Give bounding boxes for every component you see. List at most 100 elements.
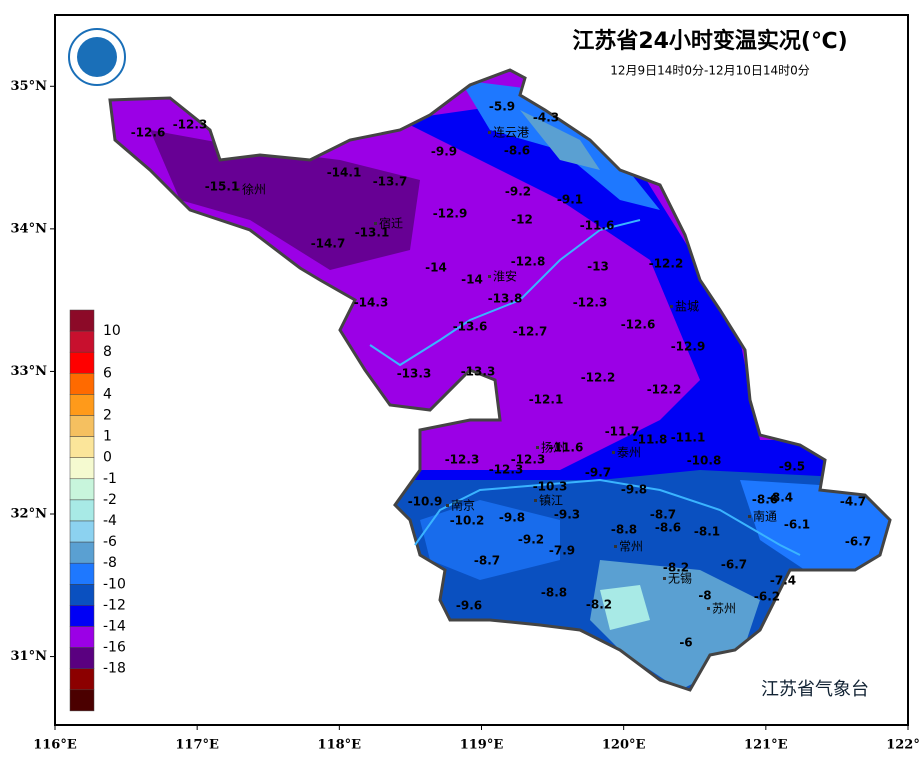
- legend-swatch: [69, 499, 95, 522]
- station-value: -15.1: [205, 180, 240, 194]
- station-value: -5.9: [489, 100, 515, 114]
- legend-label: -4: [103, 513, 117, 529]
- station-value: -12.1: [529, 393, 564, 407]
- legend-swatch: [69, 605, 95, 627]
- station-value: -12.3: [573, 296, 608, 310]
- station-value: -14: [461, 273, 483, 287]
- x-tick-label: 120°E: [602, 738, 646, 753]
- legend-swatch: [69, 626, 95, 648]
- city-dot: [488, 275, 491, 278]
- legend-label: -6: [103, 534, 117, 550]
- legend-swatch: [69, 457, 95, 480]
- station-value: -6.2: [754, 590, 780, 604]
- city-label: 镇江: [539, 494, 563, 508]
- legend-swatch: [69, 478, 95, 501]
- legend-swatch: [69, 668, 95, 691]
- legend-label: -1: [103, 471, 117, 487]
- legend-swatch: [69, 584, 95, 606]
- station-value: -8.7: [474, 554, 500, 568]
- station-value: -8.2: [586, 598, 612, 612]
- station-value: -11.8: [633, 433, 668, 447]
- station-value: -8.7: [650, 508, 676, 522]
- station-value: -10.2: [450, 514, 485, 528]
- city-dot: [446, 504, 449, 507]
- legend-swatch: [69, 351, 95, 374]
- legend-label: -8: [103, 555, 117, 571]
- station-value: -13.8: [488, 292, 523, 306]
- legend-swatch: [69, 330, 95, 353]
- city-label: 无锡: [668, 571, 692, 586]
- station-value: -13.7: [373, 175, 408, 189]
- station-value: -13.6: [453, 320, 488, 334]
- legend-label: -2: [103, 492, 117, 508]
- city-label: 淮安: [493, 269, 517, 284]
- station-value: -14.1: [327, 166, 362, 180]
- city-dot: [748, 515, 751, 518]
- x-tick-label: 116°E: [33, 738, 77, 753]
- station-value: -9.8: [499, 511, 525, 525]
- station-value: -6: [679, 636, 692, 650]
- station-value: -8.6: [752, 493, 778, 507]
- legend-label: 10: [103, 323, 121, 339]
- station-value: -9.3: [554, 508, 580, 522]
- city-label: 南通: [753, 509, 777, 524]
- city-label: 宿迁: [379, 216, 403, 231]
- station-value: -12.3: [511, 453, 546, 467]
- station-value: -12.3: [489, 463, 524, 477]
- station-value: -12.3: [173, 118, 208, 132]
- city-dot: [614, 545, 617, 548]
- station-value: -8.2: [663, 561, 689, 575]
- subtitle: 12月9日14时0分-12月10日14时0分: [610, 64, 810, 78]
- station-value: -10.9: [408, 495, 443, 509]
- x-tick-label: 117°E: [175, 738, 219, 753]
- station-value: -10.8: [687, 454, 722, 468]
- station-value: -8: [698, 589, 711, 603]
- legend-swatch: [69, 415, 95, 437]
- station-value: -8.8: [541, 586, 567, 600]
- legend-label: 0: [103, 450, 112, 466]
- legend-label: -12: [103, 597, 126, 613]
- station-value: -9.1: [557, 193, 583, 207]
- y-tick-label: 33°N: [11, 364, 48, 379]
- legend-swatch: [69, 373, 95, 395]
- logo-inner: [77, 37, 117, 77]
- station-value: -8.1: [694, 525, 720, 539]
- x-tick-label: 118°E: [318, 738, 362, 753]
- legend-label: -10: [103, 576, 126, 592]
- y-tick-label: 31°N: [11, 649, 48, 664]
- city-dot: [374, 222, 377, 225]
- station-value: -8.6: [504, 144, 530, 158]
- station-value: -13: [587, 260, 609, 274]
- station-value: -14.7: [311, 237, 346, 251]
- legend-label: 4: [103, 386, 112, 402]
- station-value: -12.6: [621, 318, 656, 332]
- legend-label: 8: [103, 344, 112, 360]
- y-tick-label: 35°N: [11, 79, 48, 94]
- station-value: -12.7: [513, 325, 548, 339]
- city-dot: [488, 131, 491, 134]
- legend-swatch: [69, 309, 95, 332]
- station-value: -9.9: [431, 145, 457, 159]
- city-label: 盐城: [675, 300, 699, 314]
- city-dot: [663, 577, 666, 580]
- station-value: -12.2: [649, 257, 684, 271]
- legend-label: -14: [103, 619, 126, 635]
- city-dot: [707, 607, 710, 610]
- legend-swatch: [69, 562, 95, 585]
- river: [414, 478, 801, 556]
- station-value: -4.3: [533, 111, 559, 125]
- station-value: -11.1: [671, 431, 706, 445]
- station-value: -14: [425, 261, 447, 275]
- station-value: -11.7: [605, 425, 640, 439]
- y-tick-label: 34°N: [11, 221, 48, 236]
- legend-label: -16: [103, 640, 126, 656]
- legend-label: 6: [103, 365, 112, 381]
- station-value: -9.5: [779, 460, 805, 474]
- city-dot: [536, 446, 539, 449]
- legend-swatch: [69, 647, 95, 669]
- x-tick-label: 122°E: [886, 738, 920, 753]
- station-value: -4.7: [840, 495, 866, 509]
- city-label: 南京: [451, 498, 475, 513]
- city-label: 泰州: [617, 446, 641, 460]
